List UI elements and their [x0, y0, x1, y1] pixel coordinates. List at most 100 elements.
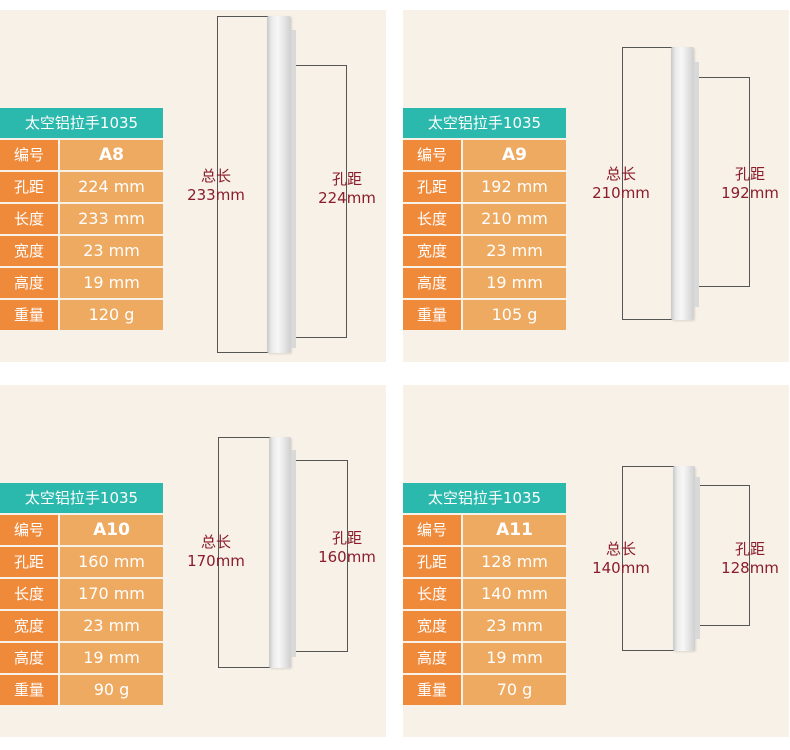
total-length-bracket	[622, 47, 690, 320]
total-length-label: 总长 233mm	[180, 167, 252, 205]
total-length-label: 总长 170mm	[180, 533, 252, 571]
spec-row-width: 宽度 23 mm	[403, 611, 566, 641]
spec-key: 宽度	[403, 611, 461, 641]
total-length-value: 170mm	[187, 552, 245, 570]
spec-row-height: 高度 19 mm	[403, 643, 566, 673]
spec-key: 宽度	[403, 236, 461, 266]
spec-row-length: 长度 233 mm	[0, 204, 163, 234]
spec-row-weight: 重量 105 g	[403, 300, 566, 330]
spec-row-hole: 孔距 128 mm	[403, 547, 566, 577]
spec-row-length: 长度 210 mm	[403, 204, 566, 234]
spec-value-length: 170 mm	[60, 579, 163, 609]
spec-value-width: 23 mm	[463, 236, 566, 266]
spec-row-hole: 孔距 192 mm	[403, 172, 566, 202]
spec-key: 编号	[0, 140, 58, 170]
spec-key: 高度	[403, 268, 461, 298]
spec-value-length: 233 mm	[60, 204, 163, 234]
spec-value-weight: 120 g	[60, 300, 163, 330]
spec-value-height: 19 mm	[60, 643, 163, 673]
hole-distance-value: 192mm	[721, 184, 779, 202]
spec-key: 编号	[403, 515, 461, 545]
spec-key: 长度	[0, 579, 58, 609]
total-length-title: 总长	[200, 533, 231, 551]
spec-value-height: 19 mm	[463, 268, 566, 298]
handle-image	[673, 466, 695, 651]
spec-row-hole: 孔距 224 mm	[0, 172, 163, 202]
hole-distance-title: 孔距	[331, 529, 362, 547]
spec-value-length: 210 mm	[463, 204, 566, 234]
spec-key: 宽度	[0, 611, 58, 641]
spec-key: 长度	[403, 579, 461, 609]
spec-key: 高度	[0, 643, 58, 673]
hole-distance-title: 孔距	[734, 540, 765, 558]
spec-row-weight: 重量 120 g	[0, 300, 163, 330]
hole-distance-bracket	[290, 460, 348, 652]
total-length-value: 140mm	[592, 559, 650, 577]
total-length-bracket	[217, 16, 285, 353]
spec-key: 编号	[403, 140, 461, 170]
hole-distance-title: 孔距	[734, 165, 765, 183]
total-length-bracket	[218, 437, 286, 668]
hole-distance-title: 孔距	[331, 170, 362, 188]
hole-distance-label: 孔距 160mm	[311, 529, 383, 567]
spec-row-width: 宽度 23 mm	[403, 236, 566, 266]
product-card-a11: 太空铝拉手1035 编号 A11 孔距 128 mm 长度 140 mm 宽度 …	[403, 385, 789, 737]
product-card-a10: 太空铝拉手1035 编号 A10 孔距 160 mm 长度 170 mm 宽度 …	[0, 385, 386, 737]
handle-mount	[291, 30, 296, 348]
spec-value-height: 19 mm	[463, 643, 566, 673]
spec-key: 高度	[403, 643, 461, 673]
handle-image	[671, 47, 694, 320]
spec-value-weight: 105 g	[463, 300, 566, 330]
spec-title: 太空铝拉手1035	[0, 108, 163, 138]
hole-distance-value: 224mm	[318, 189, 376, 207]
total-length-title: 总长	[605, 540, 636, 558]
spec-row-weight: 重量 90 g	[0, 675, 163, 705]
spec-value-weight: 70 g	[463, 675, 566, 705]
spec-row-hole: 孔距 160 mm	[0, 547, 163, 577]
total-length-title: 总长	[200, 167, 231, 185]
spec-value-hole: 192 mm	[463, 172, 566, 202]
spec-row-code: 编号 A11	[403, 515, 566, 545]
spec-key: 重量	[403, 300, 461, 330]
spec-table: 太空铝拉手1035 编号 A8 孔距 224 mm 长度 233 mm 宽度 2…	[0, 108, 163, 330]
spec-value-width: 23 mm	[60, 611, 163, 641]
spec-row-width: 宽度 23 mm	[0, 236, 163, 266]
hole-distance-bracket	[695, 77, 750, 287]
handle-mount	[695, 477, 700, 639]
spec-row-width: 宽度 23 mm	[0, 611, 163, 641]
spec-row-code: 编号 A8	[0, 140, 163, 170]
hole-distance-bracket	[290, 65, 347, 338]
spec-value-code: A8	[60, 140, 163, 170]
spec-table: 太空铝拉手1035 编号 A10 孔距 160 mm 长度 170 mm 宽度 …	[0, 483, 163, 705]
total-length-bracket	[622, 466, 690, 651]
spec-value-width: 23 mm	[463, 611, 566, 641]
spec-key: 孔距	[403, 172, 461, 202]
spec-key: 重量	[0, 675, 58, 705]
spec-key: 孔距	[0, 172, 58, 202]
spec-row-height: 高度 19 mm	[403, 268, 566, 298]
handle-image	[269, 437, 291, 668]
hole-distance-value: 128mm	[721, 559, 779, 577]
spec-value-height: 19 mm	[60, 268, 163, 298]
spec-key: 高度	[0, 268, 58, 298]
spec-row-length: 长度 140 mm	[403, 579, 566, 609]
spec-value-code: A10	[60, 515, 163, 545]
spec-key: 宽度	[0, 236, 58, 266]
spec-value-weight: 90 g	[60, 675, 163, 705]
total-length-value: 233mm	[187, 186, 245, 204]
spec-value-length: 140 mm	[463, 579, 566, 609]
spec-value-width: 23 mm	[60, 236, 163, 266]
spec-row-weight: 重量 70 g	[403, 675, 566, 705]
spec-key: 重量	[0, 300, 58, 330]
hole-distance-bracket	[695, 485, 750, 626]
spec-table: 太空铝拉手1035 编号 A9 孔距 192 mm 长度 210 mm 宽度 2…	[403, 108, 566, 330]
spec-value-hole: 128 mm	[463, 547, 566, 577]
spec-title: 太空铝拉手1035	[403, 483, 566, 513]
total-length-value: 210mm	[592, 184, 650, 202]
spec-key: 孔距	[0, 547, 58, 577]
handle-mount	[694, 62, 699, 307]
handle-mount	[291, 450, 296, 657]
hole-distance-value: 160mm	[318, 548, 376, 566]
spec-row-code: 编号 A10	[0, 515, 163, 545]
handle-image	[267, 16, 291, 353]
